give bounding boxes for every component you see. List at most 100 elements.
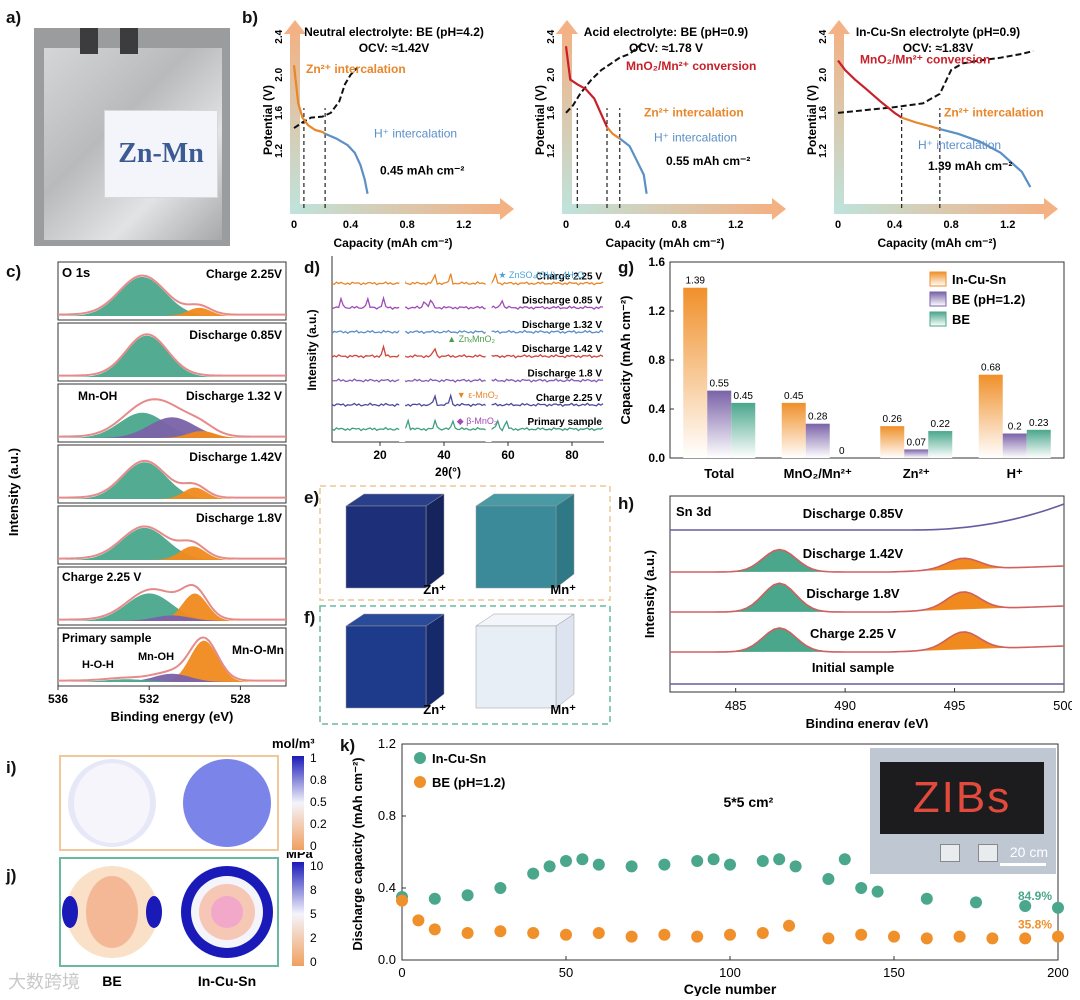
zn-intercalation-label: Zn²⁺ intercalation	[644, 106, 744, 120]
peak-orange	[58, 546, 286, 560]
incusn-label: In-Cu-Sn	[198, 973, 256, 989]
y-tick-label: 1.6	[648, 255, 665, 269]
bar-2-0	[731, 402, 756, 458]
sn3d-spectrum-3	[670, 582, 1065, 613]
discharge-zn-segment	[606, 126, 621, 140]
y-axis-arrow-head	[284, 20, 306, 34]
data-point	[1019, 932, 1032, 945]
x-axis-label: Cycle number	[684, 981, 777, 996]
x-tick-label: 495	[944, 698, 966, 713]
data-point	[871, 885, 884, 898]
colorbar-tick: 5	[310, 907, 317, 921]
annot-mnoh: Mn-OH	[78, 389, 117, 403]
charge-curve	[837, 50, 1034, 114]
panel-b-label: b)	[242, 8, 259, 27]
legend-marker	[414, 776, 426, 788]
x-tick-label: 60	[501, 448, 515, 462]
y-tick-label: 2.0	[546, 67, 557, 81]
discharge-zn-segment	[292, 65, 326, 135]
data-point	[838, 853, 851, 866]
y-tick-label: 1.6	[546, 105, 557, 119]
data-point	[576, 853, 589, 866]
category-label: H⁺	[1007, 466, 1023, 481]
colorbar-tick: 0.2	[310, 817, 327, 831]
zibs-sign-text: ZIBs	[912, 773, 1012, 822]
conversion-label: MnO₂/Mn²⁺ conversion	[626, 59, 756, 73]
x-tick-label: 1.2	[456, 219, 471, 231]
retention-label: 35.8%	[1018, 918, 1052, 932]
panel-c-o1s-xps: Intensity (a.u.) Charge 2.25V Discharge 0.…	[6, 261, 287, 724]
colorbar-tick: 8	[310, 883, 317, 897]
bar-value-label: 0.23	[1029, 418, 1049, 429]
y-axis-label: Intensity (a.u.)	[642, 550, 657, 638]
h-intercalation-label: H⁺ intercalation	[654, 130, 737, 144]
x-axis-label: Capacity (mAh cm⁻²)	[333, 236, 452, 250]
mn-label: Mn⁺	[550, 702, 576, 717]
sn-peak	[906, 592, 1016, 612]
data-point	[560, 855, 572, 867]
legend-label: In-Cu-Sn	[952, 272, 1006, 287]
panel-title: O 1s	[62, 265, 90, 280]
bar-value-label: 0.45	[734, 391, 754, 402]
zibs-photo-inset: ZIBs 20 cm	[870, 748, 1056, 874]
data-point	[822, 873, 835, 885]
bar-0-1	[781, 402, 806, 458]
data-point	[1052, 901, 1064, 914]
y-tick-label: 1.2	[378, 736, 396, 751]
xrd-pattern-label: Discharge 1.42 V	[522, 344, 602, 355]
cube-front	[345, 625, 427, 709]
envelope-curve	[57, 583, 286, 621]
series-0	[396, 853, 1064, 914]
bar-2-2	[928, 431, 953, 458]
cube-side	[555, 613, 575, 709]
data-point	[543, 860, 556, 873]
data-point	[953, 930, 966, 943]
axis-break-left	[399, 256, 406, 442]
x-tick-label: 200	[1047, 965, 1069, 980]
x-tick-label: 0.8	[671, 219, 686, 231]
legend-swatch	[929, 291, 947, 307]
panel-i-concentration-map: mol/m³1 0.8 0.5 0.2 0	[59, 736, 327, 853]
envelope-curve	[57, 398, 287, 438]
bar-0-3	[978, 374, 1003, 458]
bar-value-label: 0.68	[981, 363, 1001, 374]
xrd-pattern-label: Discharge 0.85 V	[522, 296, 602, 307]
y-tick-label: 2.4	[818, 29, 829, 43]
y-tick-label: 0.0	[648, 451, 665, 465]
y-tick-label: 0.4	[378, 880, 396, 895]
bar-value-label: 0	[839, 446, 845, 457]
legend-swatch	[929, 271, 947, 287]
data-point	[494, 882, 507, 894]
spectrum-label: Discharge 0.85V	[803, 506, 904, 521]
x-tick-label: 20	[373, 448, 387, 462]
h-intercalation-label: H⁺ intercalation	[374, 127, 457, 141]
x-tick-label: 485	[725, 698, 747, 713]
bar-0-2	[880, 426, 905, 458]
peak-green	[58, 527, 286, 560]
category-label: Zn²⁺	[903, 466, 930, 481]
data-point	[625, 930, 638, 943]
spectrum-label: Initial sample	[812, 660, 894, 675]
colorbar-tick: 0	[310, 955, 317, 969]
be-stress-core	[86, 876, 138, 948]
mn-cube	[475, 613, 575, 709]
data-point	[396, 894, 408, 907]
subplot-b-3: 1.2 1.6 2.0 2.4 0 0.4 0.8 1.2 Capacity (mAh cm⁻²…	[805, 20, 1058, 250]
discharge-h-segment	[619, 137, 648, 194]
panel-h-sn3d-xps: Sn 3d Intensity (a.u.) 485 490 495 500 Binding…	[642, 495, 1072, 728]
data-point	[970, 896, 982, 909]
capacity-label: 0.45 mAh cm⁻²	[380, 164, 464, 178]
colorbar-tick: 2	[310, 931, 317, 945]
colorbar-tick: 1	[310, 751, 317, 765]
y-tick-label: 1.6	[274, 105, 285, 119]
o1s-subpanel-5: Discharge 1.8V	[57, 505, 287, 565]
panel-b-discharge-curves: 1.2 1.6 2.0 2.4 0 0.4 0.8 1.2 Capacity (mAh cm⁻²…	[261, 20, 1058, 250]
category-label: MnO₂/Mn²⁺	[784, 466, 852, 481]
data-point	[560, 928, 572, 941]
ocv-label: OCV: ≈1.42V	[359, 41, 430, 55]
o1s-subpanel-1: Charge 2.25V	[57, 261, 287, 321]
envelope-curve	[57, 274, 286, 316]
data-point	[592, 858, 605, 871]
data-point	[1052, 930, 1064, 943]
data-point	[691, 855, 704, 867]
